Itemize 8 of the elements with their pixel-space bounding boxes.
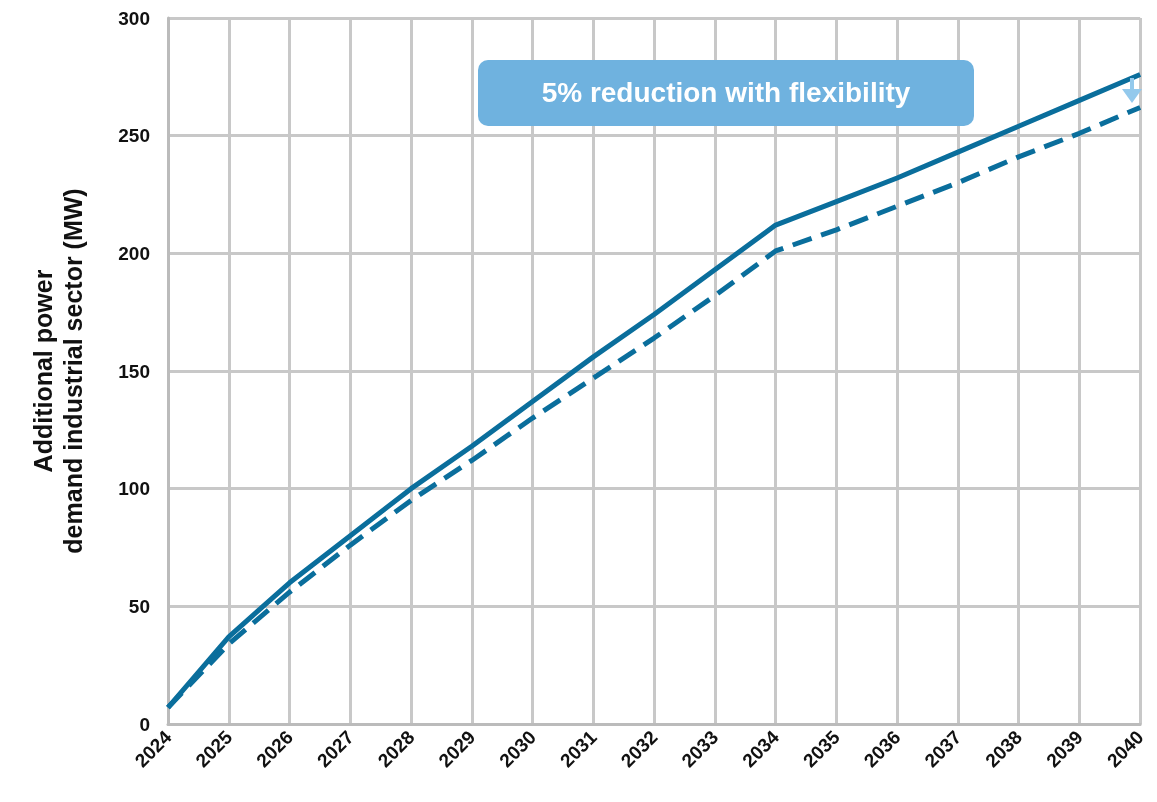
y-tick-label: 50 [128, 595, 150, 617]
y-tick-label: 200 [118, 242, 150, 264]
y-axis-title: Additional power demand industrial sector (MW) [29, 188, 87, 554]
y-tick-label: 100 [118, 478, 150, 500]
y-tick-label: 250 [118, 125, 150, 147]
y-tick-label: 300 [118, 7, 150, 29]
y-tick-label: 150 [118, 360, 150, 382]
y-tick-label: 0 [139, 713, 150, 735]
